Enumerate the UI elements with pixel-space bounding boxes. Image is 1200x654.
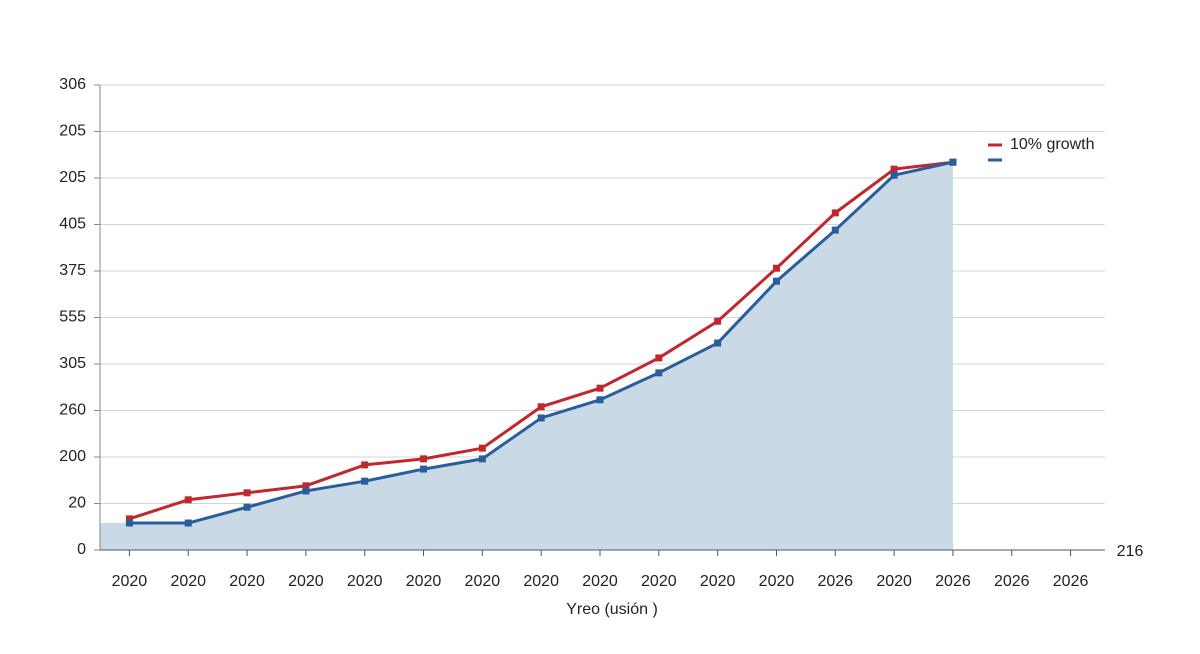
marker [890, 165, 898, 173]
y-tick-label: 375 [59, 262, 86, 279]
marker [596, 396, 604, 404]
marker [714, 339, 722, 347]
marker [478, 444, 486, 452]
marker [243, 503, 251, 511]
marker [890, 171, 898, 179]
x-tick-label: 2026 [1053, 573, 1089, 590]
y-tick-label: 305 [59, 355, 86, 372]
marker [361, 477, 369, 485]
marker [831, 209, 839, 217]
x-tick-label: 2020 [229, 573, 265, 590]
legend-label: 10% growth [1010, 136, 1095, 153]
marker [949, 158, 957, 166]
marker [302, 482, 310, 490]
marker [478, 455, 486, 463]
x-tick-label: 2020 [582, 573, 618, 590]
x-tick-label: 2020 [406, 573, 442, 590]
y-tick-label: 260 [59, 402, 86, 419]
x-tick-label: 2026 [817, 573, 853, 590]
x-tick-label: 2020 [112, 573, 148, 590]
annotation: 216 [1117, 543, 1144, 560]
marker [302, 487, 310, 495]
marker [184, 519, 192, 527]
x-tick-label: 2020 [465, 573, 501, 590]
y-tick-label: 0 [77, 541, 86, 558]
y-tick-label: 20 [68, 495, 86, 512]
marker [772, 264, 780, 272]
marker [361, 461, 369, 469]
x-tick-label: 2020 [288, 573, 324, 590]
x-tick-label: 2020 [170, 573, 206, 590]
x-tick-label: 2020 [759, 573, 795, 590]
y-tick-label: 205 [59, 123, 86, 140]
x-tick-label: 2026 [994, 573, 1030, 590]
y-tick-label: 555 [59, 309, 86, 326]
marker [537, 403, 545, 411]
marker [184, 496, 192, 504]
x-tick-label: 2020 [876, 573, 912, 590]
marker [420, 455, 428, 463]
y-tick-label: 405 [59, 216, 86, 233]
marker [125, 519, 133, 527]
area [100, 162, 953, 550]
x-tick-label: 2020 [641, 573, 677, 590]
y-tick-label: 200 [59, 448, 86, 465]
marker [243, 489, 251, 497]
marker [596, 384, 604, 392]
marker [420, 465, 428, 473]
marker [537, 414, 545, 422]
marker [831, 226, 839, 234]
y-tick-label: 205 [59, 169, 86, 186]
x-tick-label: 2020 [347, 573, 383, 590]
marker [714, 317, 722, 325]
x-tick-label: 2020 [700, 573, 736, 590]
marker [125, 515, 133, 523]
x-tick-label: 2020 [523, 573, 559, 590]
marker [655, 369, 663, 377]
y-tick-label: 306 [59, 76, 86, 93]
marker [772, 277, 780, 285]
x-axis-label: Yreo (usión ) [566, 601, 658, 618]
marker [655, 354, 663, 362]
x-tick-label: 2026 [935, 573, 971, 590]
